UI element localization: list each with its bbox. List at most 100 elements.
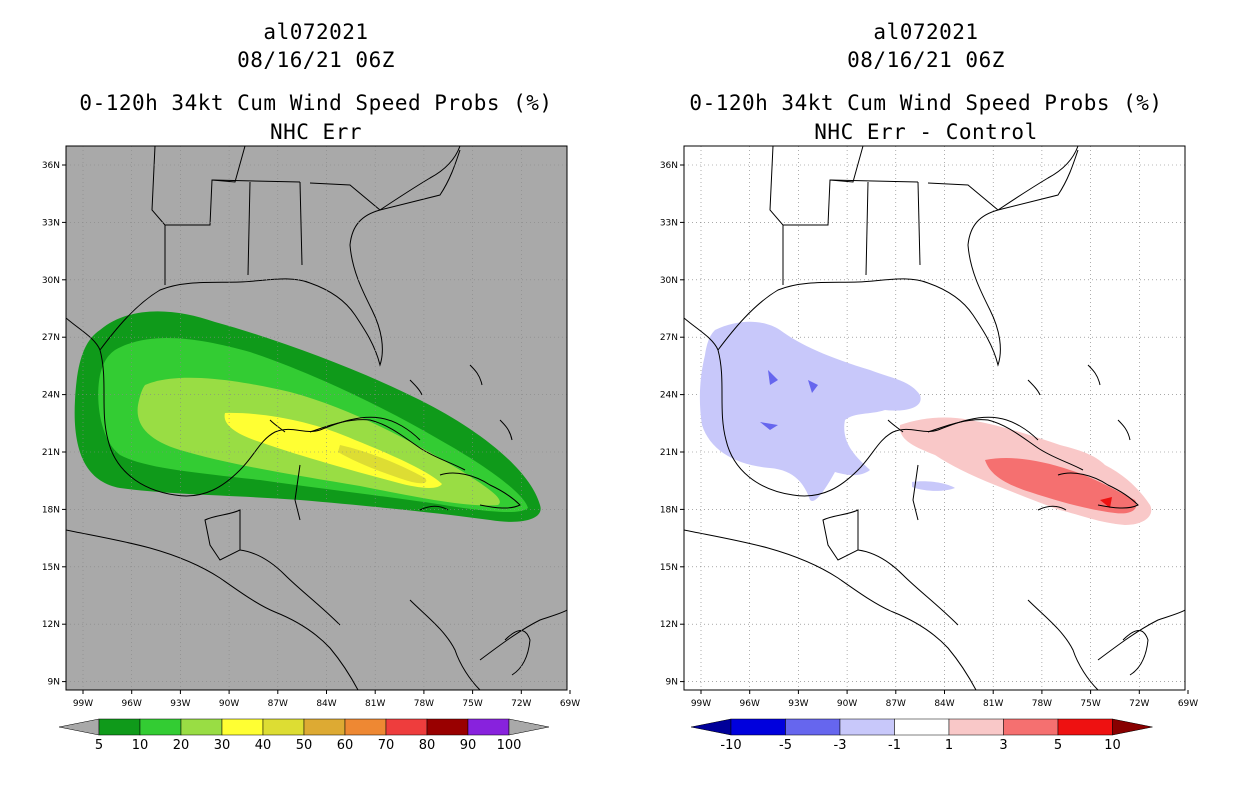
lon-label: 90W	[837, 699, 857, 709]
colorbar-label: -1	[888, 738, 901, 753]
lon-label: 69W	[1178, 699, 1198, 709]
diff-negative-medium	[808, 380, 818, 393]
lon-label: 84W	[934, 699, 954, 709]
lat-label: 24N	[660, 391, 678, 401]
left-colorbar: 5 10 20 30 40 50 60 70 80 90 100	[58, 718, 550, 753]
right-datetime: 08/16/21 06Z	[847, 48, 1005, 72]
colorbar-under-triangle	[58, 718, 100, 736]
colorbar-cell	[262, 718, 305, 736]
colorbar-label: 10	[132, 738, 149, 753]
right-map-frame	[683, 145, 1186, 691]
lon-label: 72W	[511, 699, 531, 709]
lat-label: 18N	[42, 505, 60, 515]
lon-label: 75W	[1080, 699, 1100, 709]
lat-label: 36N	[42, 161, 60, 171]
lat-label: 36N	[660, 161, 678, 171]
lat-label: 18N	[660, 505, 678, 515]
colorbar-cell	[948, 718, 1004, 736]
colorbar-label: 5	[95, 738, 103, 753]
colorbar-label: 90	[460, 738, 477, 753]
left-storm-id: al072021	[263, 20, 369, 44]
colorbar-label: 10	[1104, 738, 1121, 753]
right-subtitle: NHC Err - Control	[814, 120, 1038, 144]
lon-label: 84W	[316, 699, 336, 709]
lat-label: 30N	[42, 276, 60, 286]
lon-label: 93W	[170, 699, 190, 709]
map-grid	[684, 146, 1185, 690]
coastlines-and-borders	[66, 146, 567, 690]
left-map-frame	[65, 145, 568, 691]
map-grid	[66, 146, 567, 690]
diff-positive-medium	[985, 458, 1137, 514]
lat-label: 15N	[42, 563, 60, 573]
lat-label: 27N	[660, 333, 678, 343]
left-map-panel: 36N 33N 30N 27N 24N 21N 18N 15N 12N 9N 99W 96W 93W 90…	[42, 145, 580, 753]
prob-contour-40	[338, 445, 427, 484]
lon-label: 87W	[268, 699, 288, 709]
lon-label: 93W	[788, 699, 808, 709]
colorbar-cell	[303, 718, 346, 736]
left-datetime: 08/16/21 06Z	[237, 48, 395, 72]
lon-label: 81W	[983, 699, 1003, 709]
lat-label: 15N	[660, 563, 678, 573]
lat-label: 33N	[660, 218, 678, 228]
colorbar-under-triangle	[690, 718, 732, 736]
lat-label: 33N	[42, 218, 60, 228]
lon-label: 72W	[1129, 699, 1149, 709]
lon-label: 96W	[122, 699, 142, 709]
right-product-title: 0-120h 34kt Cum Wind Speed Probs (%)	[689, 91, 1163, 115]
colorbar-cell	[785, 718, 841, 736]
colorbar-cell	[221, 718, 264, 736]
colorbar-label: 30	[214, 738, 231, 753]
lon-label: 75W	[462, 699, 482, 709]
right-map-axes: 36N 33N 30N 27N 24N 21N 18N 15N 12N 9N 99W 96W 93W 90…	[660, 161, 1198, 709]
colorbar-cell	[839, 718, 895, 736]
lon-label: 99W	[73, 699, 93, 709]
coastlines-and-borders	[684, 146, 1185, 690]
colorbar-cell	[467, 718, 510, 736]
colorbar-cell	[1057, 718, 1113, 736]
lon-label: 99W	[691, 699, 711, 709]
lon-label: 90W	[219, 699, 239, 709]
colorbar-label: 20	[173, 738, 190, 753]
difference-field	[699, 321, 1152, 525]
colorbar-label: 100	[497, 738, 522, 753]
colorbar-label: -5	[779, 738, 792, 753]
colorbar-label: 5	[1054, 738, 1062, 753]
diff-positive-strong	[1100, 497, 1112, 508]
colorbar-cell	[730, 718, 786, 736]
lat-label: 9N	[666, 678, 678, 688]
lon-label: 81W	[365, 699, 385, 709]
lon-label: 96W	[740, 699, 760, 709]
colorbar-label: 50	[296, 738, 313, 753]
diff-negative-light	[699, 321, 921, 501]
lat-label: 21N	[42, 448, 60, 458]
colorbar-cell	[139, 718, 182, 736]
lat-label: 30N	[660, 276, 678, 286]
colorbar-cell	[385, 718, 428, 736]
left-subtitle: NHC Err	[269, 120, 362, 144]
lon-label: 69W	[560, 699, 580, 709]
lat-label: 21N	[660, 448, 678, 458]
colorbar-label: 3	[999, 738, 1007, 753]
colorbar-cell	[894, 718, 950, 736]
colorbar-label: -3	[834, 738, 847, 753]
colorbar-label: -10	[720, 738, 741, 753]
colorbar-label: 40	[255, 738, 272, 753]
lat-label: 24N	[42, 391, 60, 401]
colorbar-label: 70	[378, 738, 395, 753]
right-storm-id: al072021	[873, 20, 979, 44]
diff-negative-medium	[768, 370, 778, 385]
colorbar-cell	[344, 718, 387, 736]
colorbar-cell	[180, 718, 223, 736]
colorbar-label: 1	[945, 738, 953, 753]
left-map-axes: 36N 33N 30N 27N 24N 21N 18N 15N 12N 9N 99W 96W 93W 90…	[42, 161, 580, 709]
lon-label: 78W	[1032, 699, 1052, 709]
colorbar-cell	[426, 718, 469, 736]
colorbar-over-triangle	[1112, 718, 1153, 736]
colorbar-label: 80	[419, 738, 436, 753]
right-colorbar: -10 -5 -3 -1 1 3 5 10	[690, 718, 1153, 753]
colorbar-cell	[1003, 718, 1059, 736]
colorbar-label: 60	[337, 738, 354, 753]
colorbar-over-triangle	[508, 718, 550, 736]
